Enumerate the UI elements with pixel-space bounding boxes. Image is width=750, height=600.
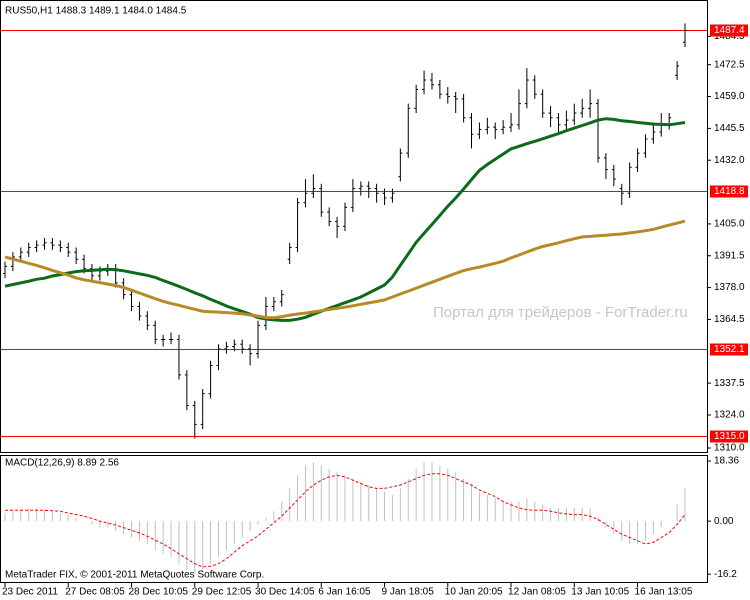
level-label-box (710, 24, 748, 37)
level-label-box (710, 343, 748, 356)
y-tick-label: 0.00 (714, 516, 734, 527)
y-tick-label: 1459.0 (714, 91, 745, 102)
y-tick-label: 1432.0 (714, 155, 745, 166)
y-tick-label: 1310.0 (714, 443, 745, 454)
x-tick-label: 6 Jan 16:05 (318, 587, 371, 598)
level-label-box (710, 430, 748, 443)
copyright: MetaTrader FIX, © 2001-2011 MetaQuotes S… (5, 570, 264, 581)
x-tick-label: 29 Dec 12:05 (192, 587, 252, 598)
macd-layer: 18.36 0.00 -16.2 (4, 456, 739, 580)
y-tick-label: 1484.5 (714, 31, 745, 42)
x-tick-label: 16 Jan 13:05 (635, 587, 693, 598)
y-tick-label: 1324.0 (714, 410, 745, 421)
x-tick-label: 13 Jan 10:05 (571, 587, 629, 598)
y-tick-label: -16.2 (714, 569, 737, 580)
y-tick-label: 1472.5 (714, 59, 745, 70)
y-tick-label: 18.36 (714, 456, 739, 467)
y-tick-label: 1364.5 (714, 314, 745, 325)
x-tick-label: 10 Jan 20:05 (445, 587, 503, 598)
watermark: Портал для трейдеров - ForTrader.ru (433, 304, 688, 321)
y-tick-label: 1391.5 (714, 250, 745, 261)
chart-header: RUS50,H1 1488.3 1489.1 1484.0 1484.5 (5, 6, 187, 17)
y-tick-label: 1378.0 (714, 282, 745, 293)
level-label: 1487.4 (714, 25, 745, 36)
macd-signal (5, 473, 686, 568)
x-tick-label: 12 Jan 08:05 (508, 587, 566, 598)
y-tick-label: 1445.5 (714, 123, 745, 134)
moving-average (4, 117, 686, 322)
level-label-box (710, 185, 748, 198)
x-tick-label: 30 Dec 14:05 (255, 587, 315, 598)
macd-panel (0, 455, 708, 583)
level-label: 1352.1 (714, 344, 745, 355)
x-tick-label: 9 Jan 18:05 (382, 587, 435, 598)
level-label: 1418.8 (714, 186, 745, 197)
x-tick-label: 23 Dec 2011 (2, 587, 58, 598)
x-tick-label: 28 Dec 10:05 (129, 587, 189, 598)
level-label: 1315.0 (714, 431, 745, 442)
x-tick-label: 27 Dec 08:05 (65, 587, 125, 598)
y-tick-label: 1405.0 (714, 219, 745, 230)
y-tick-label: 1337.5 (714, 378, 745, 389)
price-layer: 1484.5 1472.5 1459.0 1445.5 1432.0 1405.0 1391… (1, 23, 748, 454)
price-panel (0, 0, 708, 453)
macd-header: MACD(12,26,9) 8.89 2.56 (5, 458, 119, 469)
moving-average (4, 219, 686, 320)
